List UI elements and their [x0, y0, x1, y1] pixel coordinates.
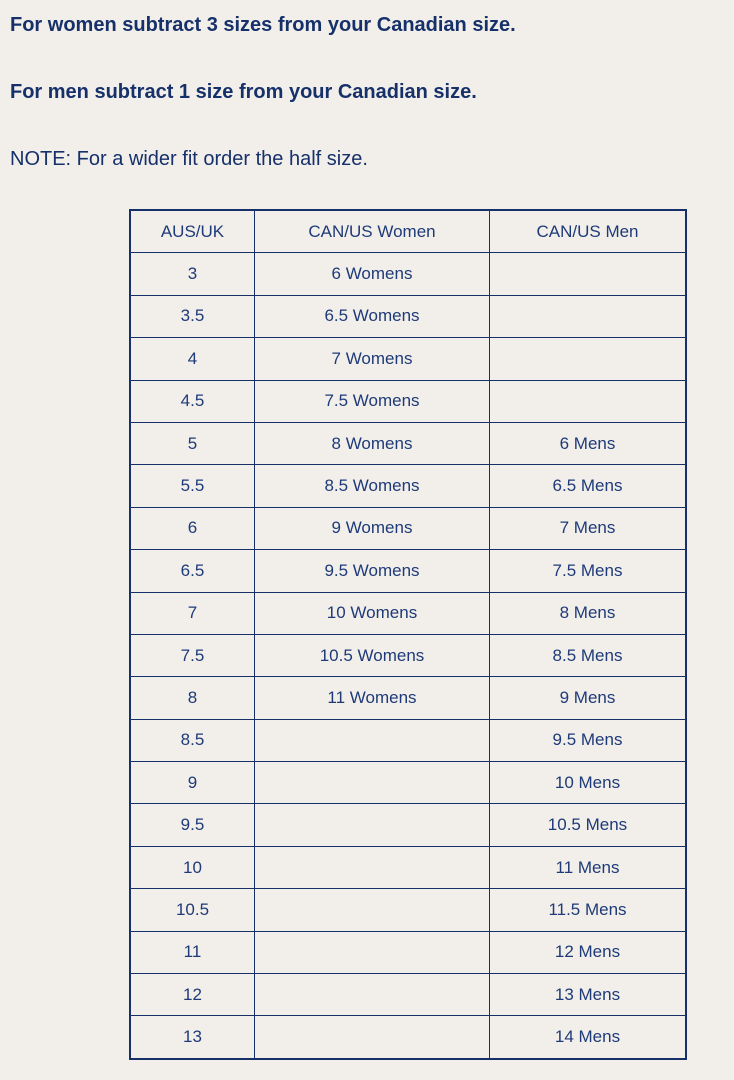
cell-aus-uk: 7.5 [129, 633, 255, 678]
cell-aus-uk: 6 [129, 506, 255, 551]
cell-can-us-men: 7 Mens [489, 506, 687, 551]
table-row: 12 13 Mens [129, 973, 687, 1017]
cell-can-us-men: 9.5 Mens [489, 718, 687, 763]
cell-can-us-women [254, 803, 490, 847]
cell-aus-uk: 4 [129, 337, 255, 381]
cell-aus-uk: 13 [129, 1015, 255, 1060]
table-row: 10.5 11.5 Mens [129, 888, 687, 932]
cell-can-us-men: 6.5 Mens [489, 464, 687, 508]
table-row: 3.5 6.5 Womens [129, 294, 687, 339]
cell-can-us-women [254, 930, 490, 975]
cell-aus-uk: 10.5 [129, 888, 255, 932]
cell-can-us-men: 10.5 Mens [489, 803, 687, 847]
cell-can-us-men: 8.5 Mens [489, 633, 687, 678]
cell-can-us-men: 9 Mens [489, 676, 687, 720]
table-row: 11 12 Mens [129, 930, 687, 975]
cell-can-us-men: 7.5 Mens [489, 549, 687, 593]
cell-aus-uk: 6.5 [129, 549, 255, 593]
cell-can-us-women: 6 Womens [254, 252, 490, 296]
cell-can-us-men [489, 252, 687, 296]
header-can-us-men: CAN/US Men [489, 209, 687, 254]
cell-aus-uk: 11 [129, 930, 255, 975]
cell-can-us-men: 6 Mens [489, 421, 687, 466]
cell-can-us-women: 8.5 Womens [254, 464, 490, 508]
table-row: 9.5 10.5 Mens [129, 803, 687, 847]
cell-can-us-women: 11 Womens [254, 676, 490, 720]
cell-aus-uk: 5.5 [129, 464, 255, 508]
table-header-row: AUS/UK CAN/US Women CAN/US Men [129, 209, 687, 254]
table-row: 7 10 Womens 8 Mens [129, 591, 687, 635]
cell-aus-uk: 9 [129, 761, 255, 805]
table-row: 5.5 8.5 Womens 6.5 Mens [129, 464, 687, 508]
cell-aus-uk: 9.5 [129, 803, 255, 847]
cell-can-us-women [254, 973, 490, 1017]
cell-can-us-men: 10 Mens [489, 761, 687, 805]
cell-aus-uk: 8 [129, 676, 255, 720]
table-row: 4.5 7.5 Womens [129, 379, 687, 423]
cell-can-us-men: 11.5 Mens [489, 888, 687, 932]
cell-can-us-women: 10.5 Womens [254, 633, 490, 678]
cell-can-us-women [254, 1015, 490, 1060]
table-row: 8 11 Womens 9 Mens [129, 676, 687, 720]
cell-can-us-men [489, 337, 687, 381]
table-row: 10 11 Mens [129, 845, 687, 890]
header-aus-uk: AUS/UK [129, 209, 255, 254]
table-row: 7.5 10.5 Womens 8.5 Mens [129, 633, 687, 678]
cell-can-us-women: 9 Womens [254, 506, 490, 551]
men-size-note: For men subtract 1 size from your Canadi… [10, 81, 477, 103]
cell-can-us-women [254, 845, 490, 890]
cell-can-us-men [489, 379, 687, 423]
cell-can-us-men: 8 Mens [489, 591, 687, 635]
table-row: 9 10 Mens [129, 761, 687, 805]
table-row: 13 14 Mens [129, 1015, 687, 1060]
cell-can-us-women: 7 Womens [254, 337, 490, 381]
cell-aus-uk: 3.5 [129, 294, 255, 339]
cell-can-us-men: 14 Mens [489, 1015, 687, 1060]
cell-can-us-women: 9.5 Womens [254, 549, 490, 593]
women-size-note: For women subtract 3 sizes from your Can… [10, 14, 516, 36]
header-can-us-women: CAN/US Women [254, 209, 490, 254]
cell-can-us-women: 6.5 Womens [254, 294, 490, 339]
cell-can-us-men: 11 Mens [489, 845, 687, 890]
cell-can-us-men: 12 Mens [489, 930, 687, 975]
cell-aus-uk: 5 [129, 421, 255, 466]
cell-aus-uk: 3 [129, 252, 255, 296]
cell-aus-uk: 8.5 [129, 718, 255, 763]
cell-can-us-women: 10 Womens [254, 591, 490, 635]
cell-aus-uk: 7 [129, 591, 255, 635]
cell-can-us-women [254, 718, 490, 763]
cell-aus-uk: 4.5 [129, 379, 255, 423]
cell-can-us-women [254, 888, 490, 932]
cell-aus-uk: 10 [129, 845, 255, 890]
cell-can-us-women: 8 Womens [254, 421, 490, 466]
cell-can-us-women: 7.5 Womens [254, 379, 490, 423]
cell-aus-uk: 12 [129, 973, 255, 1017]
table-row: 6.5 9.5 Womens 7.5 Mens [129, 549, 687, 593]
cell-can-us-men [489, 294, 687, 339]
cell-can-us-women [254, 761, 490, 805]
table-row: 8.5 9.5 Mens [129, 718, 687, 763]
wider-fit-note: NOTE: For a wider fit order the half siz… [10, 148, 368, 170]
cell-can-us-men: 13 Mens [489, 973, 687, 1017]
